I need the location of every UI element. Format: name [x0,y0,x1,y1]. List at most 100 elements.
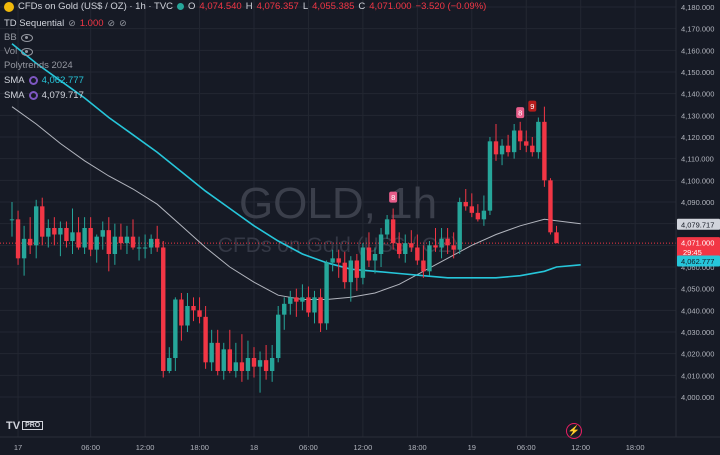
candle [469,193,474,218]
candle-body [384,219,390,235]
candle-body [233,362,239,371]
candle-body [336,258,341,263]
ohlc-h-label: H [245,1,253,12]
candle-body [427,245,432,272]
time-tick-label: 06:00 [517,443,536,452]
ohlc-l-label: L [302,1,309,12]
candle-body [312,297,317,313]
indicator-sma-slow[interactable]: SMA 4,079.717 [4,90,84,101]
candle-body [227,349,232,371]
candle [505,134,511,157]
candle [475,204,481,222]
candle-body [457,202,462,250]
candle-body [276,314,281,358]
candle [269,345,275,382]
candle [124,225,130,254]
price-tick-label: 4,000.000 [681,393,714,402]
candle-body [354,260,360,278]
hidden-icon[interactable]: ⊘ [107,18,116,28]
candle [445,228,450,254]
loading-icon [28,76,38,85]
candle [439,228,444,259]
candle-body [530,145,535,153]
candle [378,228,384,267]
watermark-title: GOLD, 1h [239,179,437,228]
lightning-icon[interactable]: ⚡ [566,423,582,439]
time-tick-label: 06:00 [299,443,318,452]
candle-body [403,243,408,254]
gold-symbol-icon [4,1,14,12]
candle-body [215,342,220,371]
candle-body [82,228,87,248]
candle [251,347,257,378]
td-marker [389,191,398,203]
candle-body [112,236,118,254]
candle-body [397,243,402,254]
indicator-vol[interactable]: Vol [4,46,34,57]
hidden-icon[interactable]: ⊘ [68,18,76,28]
candle [348,256,353,302]
time-tick-label: 12:00 [354,443,373,452]
candle [366,232,372,267]
time-tick-label: 19 [468,443,476,452]
candle [548,178,553,235]
eye-hidden-icon[interactable] [21,47,34,56]
candle [451,232,456,259]
candle [294,288,299,317]
candle [40,197,45,246]
candle-body [536,121,541,153]
candle-body [173,299,178,358]
candle-body [64,228,69,241]
candle [209,329,214,371]
ohlc-close: 4,071.000 [369,1,412,12]
candle-body [518,130,523,142]
indicator-polytrends[interactable]: Polytrends 2024 [4,60,73,71]
candle [112,223,118,265]
candle-body [88,228,93,250]
symbol-title[interactable]: CFDs on Gold (US$ / OZ) · 1h · TVC [18,1,174,12]
candle [46,219,51,248]
candle-body [499,145,505,155]
ohlc-o-label: O [188,1,196,12]
time-tick-label: 12:00 [136,443,155,452]
td-marker-label: 8 [518,109,522,118]
candle [324,260,329,330]
candle-body [124,236,130,244]
eye-hidden-icon[interactable] [20,33,33,42]
tradingview-logo[interactable]: TV PRO [6,420,44,432]
ohlc-low: 4,055.385 [312,1,355,12]
candle-body [487,141,493,211]
candle-body [70,232,75,241]
candle [130,219,136,250]
candle [421,245,426,278]
candle [245,340,251,380]
indicator-td-sequential[interactable]: TD Sequential ⊘ 1.000 ⊘ ⊘ [4,18,127,29]
indicator-bb[interactable]: BB [4,32,33,43]
indicator-sma-fast[interactable]: SMA 4,062.777 [4,75,84,86]
symbol-header: CFDs on Gold (US$ / OZ) · 1h · TVC O 4,07… [4,1,486,12]
last-price-tag: 4,071.000 [681,239,714,248]
candle-body [136,247,142,249]
loading-icon [28,91,38,100]
candle-body [439,238,444,248]
price-tick-label: 4,130.000 [681,111,714,120]
candle-body [257,360,263,367]
candle [227,329,232,374]
candle-body [433,245,438,248]
candle-body [451,245,456,250]
price-tick-label: 4,180.000 [681,3,714,12]
candle [221,342,226,380]
candle [233,342,239,378]
candle [330,249,335,272]
candle-body [118,236,124,244]
ohlc-high: 4,076.357 [256,1,299,12]
candle-body [46,228,51,237]
candle [185,293,190,332]
hidden-icon[interactable]: ⊘ [119,18,127,28]
candle-body [15,219,21,259]
candle [9,202,15,237]
time-tick-label: 18:00 [408,443,427,452]
candle [409,230,414,252]
candle-body [445,238,450,246]
